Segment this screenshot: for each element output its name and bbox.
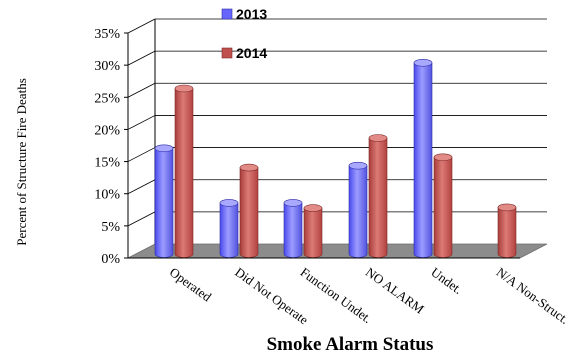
bar-2014-2 [303, 204, 323, 258]
y-tick-label: 25% [94, 91, 120, 106]
gridline-side [127, 115, 156, 130]
bar-2013-2 [283, 199, 303, 258]
y-axis-label: Percent of Structure Fire Deaths [14, 78, 29, 246]
gridline-side [127, 50, 156, 66]
bar-2013-0 [154, 144, 174, 258]
y-tick-label: 0% [101, 252, 120, 267]
x-tick-label: Undet. [428, 264, 465, 297]
gridline-side [127, 179, 156, 195]
bar-2013-1 [219, 199, 239, 258]
y-tick-label: 30% [94, 59, 120, 74]
legend-label: 2014 [236, 45, 267, 61]
bar-2014-5 [497, 203, 517, 258]
legend: 2013 2014 [221, 6, 267, 61]
y-tick-label: 10% [94, 188, 120, 203]
y-tick-label: 35% [94, 27, 120, 42]
legend-item-2014: 2014 [221, 45, 267, 61]
x-tick-label: N/A Non-Struct. [494, 264, 572, 327]
legend-swatch [221, 47, 233, 59]
x-axis-label: Smoke Alarm Status [267, 334, 434, 355]
x-tick-label: NO ALARM [363, 264, 427, 317]
legend-swatch [221, 8, 233, 20]
gridline-side [127, 82, 156, 98]
legend-label: 2013 [236, 6, 267, 22]
gridline-side [127, 18, 156, 34]
x-tick-label: Operated [167, 264, 215, 304]
bar-2013-4 [413, 58, 433, 258]
bar-2014-4 [433, 153, 453, 258]
y-tick-label: 15% [94, 156, 120, 171]
y-tick-label: 5% [101, 220, 120, 235]
legend-item-2013: 2013 [221, 6, 267, 22]
gridline-side [127, 147, 156, 162]
bar-2014-1 [239, 163, 259, 258]
bar-2014-3 [368, 134, 388, 258]
bar-2014-0 [174, 84, 194, 258]
bar-2013-3 [348, 161, 368, 258]
gridline-side [127, 211, 156, 227]
y-tick-label: 20% [94, 123, 120, 138]
bars [154, 58, 517, 258]
y-tick-labels: 0% 5% 10% 15% 20% 25% 30% 35% [94, 27, 120, 267]
